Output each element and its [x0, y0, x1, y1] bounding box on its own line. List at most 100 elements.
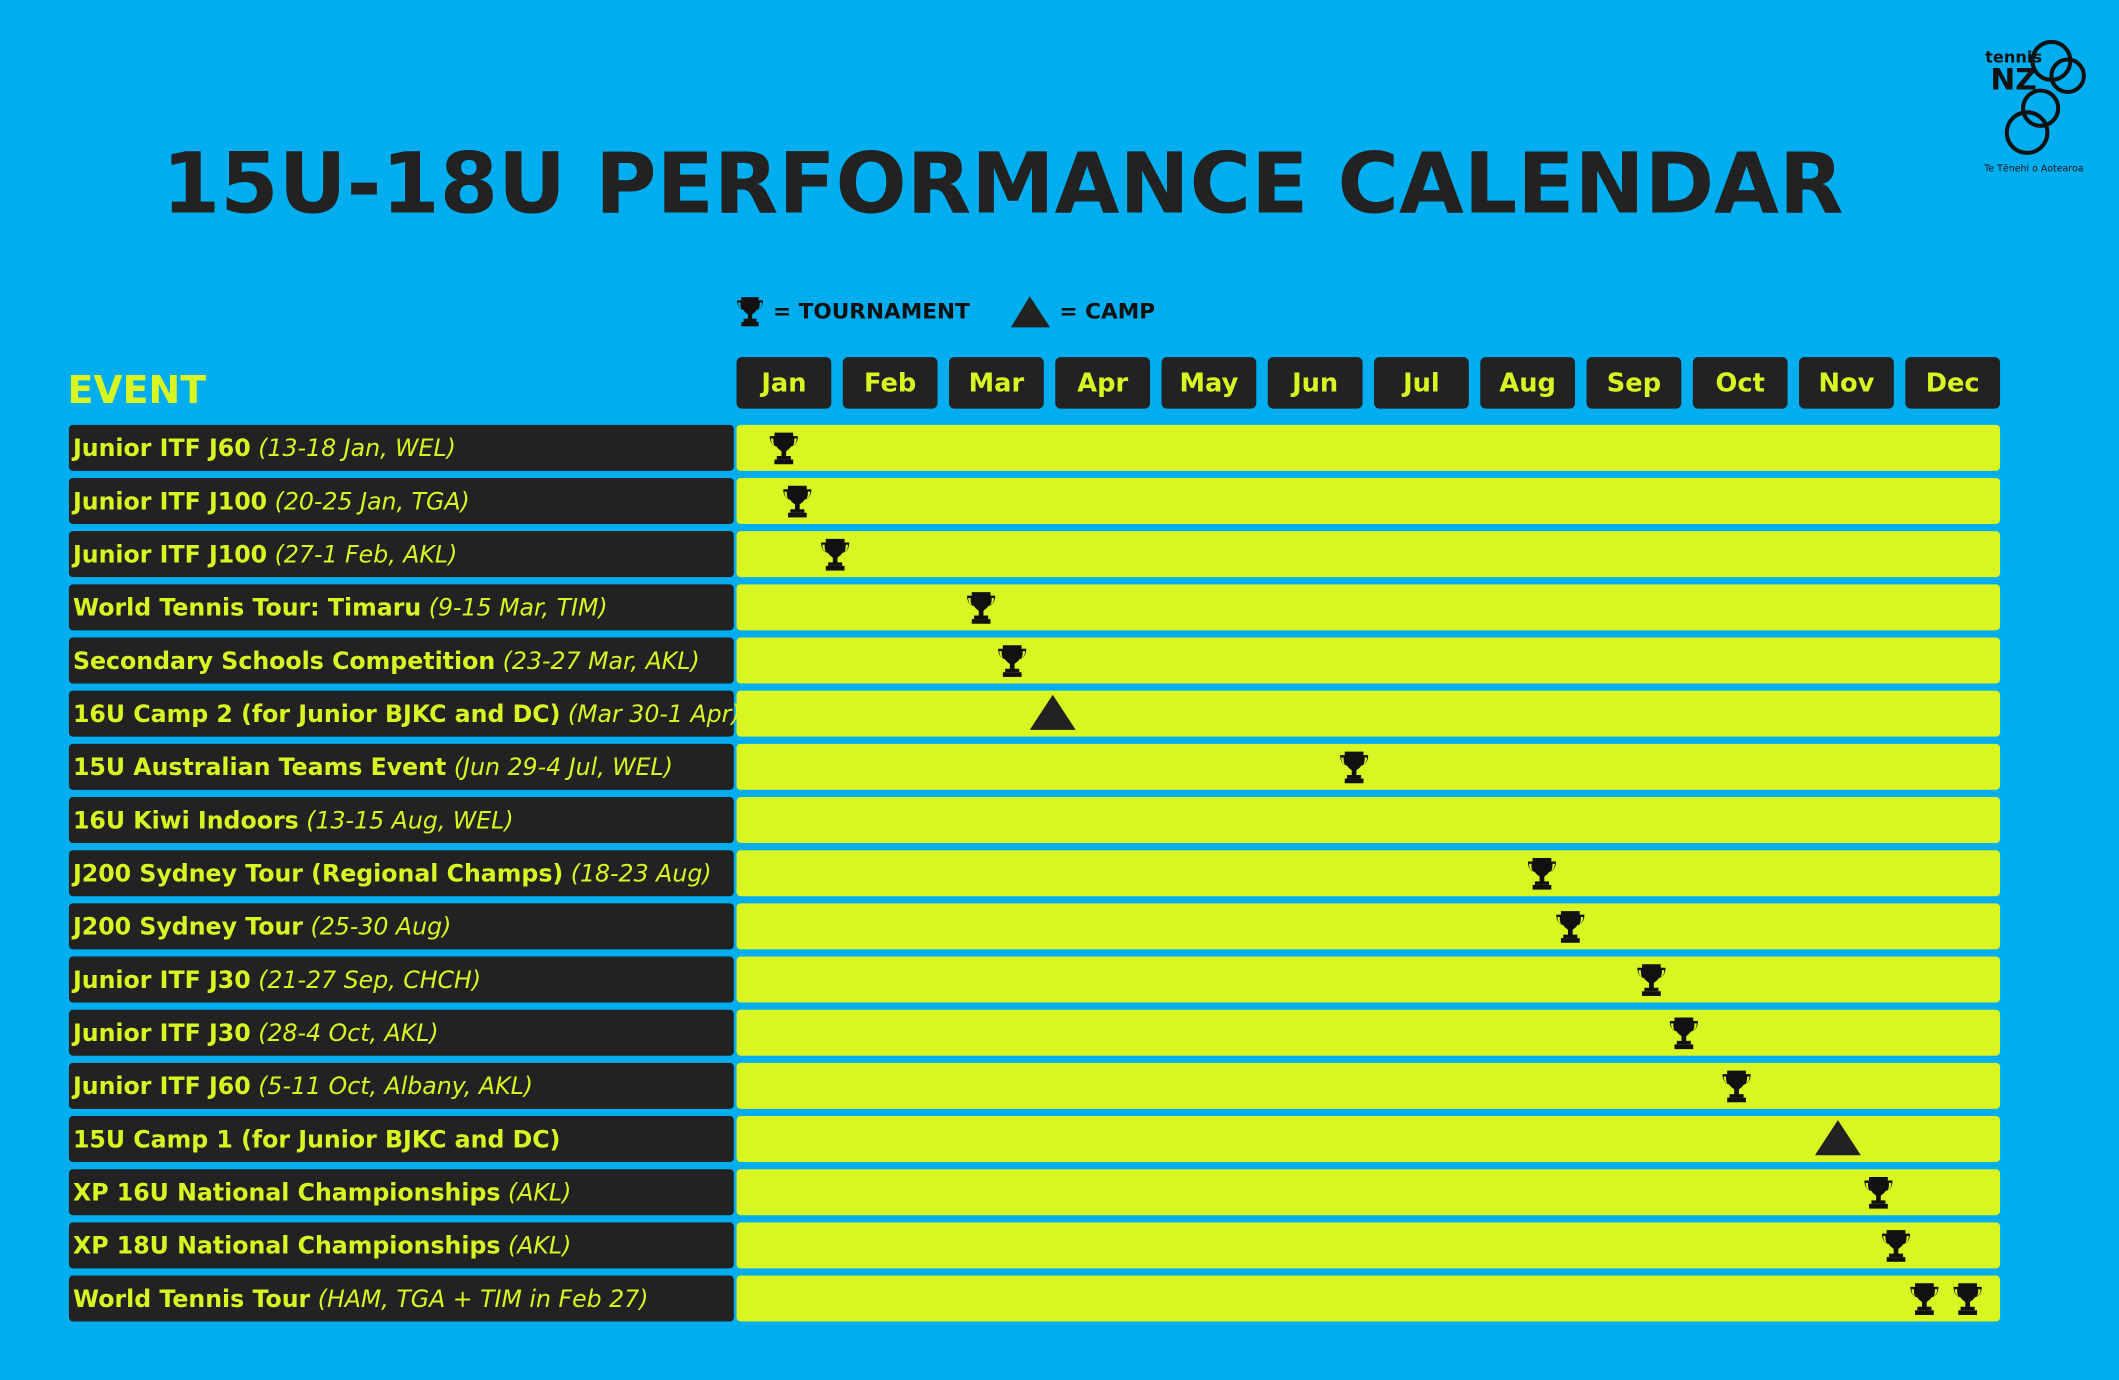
logo-brand: tennis: [1985, 48, 2042, 67]
timeline-bar: [736, 903, 2001, 950]
event-box: [68, 1275, 734, 1322]
timeline-bar: [736, 690, 2001, 737]
timeline-bar: [736, 956, 2001, 1003]
month-label: Mar: [969, 369, 1025, 399]
event-detail: (9-15 Mar, TIM): [429, 593, 608, 621]
event-box: [68, 477, 734, 524]
event-box: [68, 956, 734, 1003]
event-box: [68, 797, 734, 844]
month-box: [1480, 357, 1576, 409]
event-label: XP 18U National Championships (AKL): [73, 1231, 571, 1259]
legend-triangle: [1010, 296, 1051, 328]
month-box: [949, 357, 1044, 409]
event-label: J200 Sydney Tour (Regional Champs) (18-2…: [71, 859, 712, 887]
event-name: 16U Camp 2 (for Junior BJKC and DC): [73, 700, 560, 728]
event-name: World Tennis Tour: Timaru: [73, 593, 421, 621]
logo: tennis NZ Te Tēnehi o Aotearoa: [1983, 39, 2086, 175]
event-label: 15U Australian Teams Event (Jun 29-4 Jul…: [73, 753, 673, 781]
event-detail: (21-27 Sep, CHCH): [258, 965, 481, 993]
event-detail: (18-23 Aug): [571, 859, 712, 887]
event-box: [68, 690, 734, 737]
camp-icon: [1814, 1120, 1861, 1156]
event-box: [68, 1169, 734, 1216]
event-name: Junior ITF J60: [71, 434, 251, 462]
timeline-bar: [736, 584, 2001, 631]
timeline-bar: [736, 531, 2001, 578]
logo-tagline: Te Tēnehi o Aotearoa: [1983, 164, 2083, 175]
event-box: [68, 850, 734, 897]
event-name: 15U Camp 1 (for Junior BJKC and DC): [73, 1125, 560, 1153]
timeline-bar: [736, 477, 2001, 524]
event-label: Junior ITF J60 (13-18 Jan, WEL): [71, 434, 456, 462]
event-box: [68, 637, 734, 684]
timeline-bar: [736, 1275, 2001, 1322]
event-name: World Tennis Tour: [73, 1284, 311, 1312]
title: 15U-18U PERFORMANCE CALENDAR: [162, 134, 1843, 232]
event-label: 15U Camp 1 (for Junior BJKC and DC): [73, 1125, 560, 1153]
event-name: J200 Sydney Tour: [71, 912, 303, 940]
logo-mark: NZ: [1990, 63, 2036, 98]
month-box: [1267, 357, 1363, 409]
event-name: 16U Kiwi Indoors: [73, 806, 299, 834]
grid: Jan Feb Mar Apr May Jun Jul Aug Sep Oct Nov Dec Juni…: [68, 357, 2001, 1322]
timeline-bar: [736, 1062, 2001, 1109]
event-label: Junior ITF J100 (20-25 Jan, TGA): [71, 487, 470, 515]
event-detail: (13-18 Jan, WEL): [258, 434, 456, 462]
month-label: May: [1180, 369, 1239, 399]
event-detail: (20-25 Jan, TGA): [275, 487, 470, 515]
month-box: [1692, 357, 1788, 409]
event-name: Junior ITF J100: [71, 487, 267, 515]
event-label: Junior ITF J30 (21-27 Sep, CHCH): [71, 965, 481, 993]
event-label: Secondary Schools Competition (23-27 Mar…: [73, 646, 700, 674]
timeline-bar: [736, 1222, 2001, 1269]
month-box: [1905, 357, 2001, 409]
event-name: J200 Sydney Tour (Regional Champs): [71, 859, 563, 887]
event-box: [68, 1116, 734, 1163]
event-label: 16U Camp 2 (for Junior BJKC and DC) (Mar…: [73, 700, 741, 728]
event-label: 16U Kiwi Indoors (13-15 Aug, WEL): [73, 806, 514, 834]
month-label: Aug: [1499, 369, 1556, 399]
month-label: Apr: [1077, 369, 1128, 399]
event-box: [68, 903, 734, 950]
timeline-bar: [736, 1009, 2001, 1056]
event-box: [68, 584, 734, 631]
event-detail: (28-4 Oct, AKL): [258, 1019, 438, 1047]
event-detail: (13-15 Aug, WEL): [306, 806, 513, 834]
event-name: XP 16U National Championships: [73, 1178, 501, 1206]
event-name: Junior ITF J30: [71, 1019, 251, 1047]
event-detail: (HAM, TGA + TIM in Feb 27): [318, 1284, 649, 1312]
month-box: [1799, 357, 1894, 409]
event-name: XP 18U National Championships: [73, 1231, 501, 1259]
event-label: Junior ITF J60 (5-11 Oct, Albany, AKL): [71, 1072, 533, 1100]
month-box: [1161, 357, 1257, 409]
month-box: [1374, 357, 1469, 409]
event-box: [68, 743, 734, 790]
event-detail: (23-27 Mar, AKL): [503, 646, 700, 674]
month-label: Sep: [1607, 369, 1661, 399]
event-name: 15U Australian Teams Event: [73, 753, 446, 781]
event-label: XP 16U National Championships (AKL): [73, 1178, 571, 1206]
timeline-bar: [736, 1169, 2001, 1216]
event-detail: (Jun 29-4 Jul, WEL): [454, 753, 673, 781]
event-name: Junior ITF J60: [71, 1072, 251, 1100]
event-detail: (AKL): [508, 1178, 571, 1206]
event-detail: (Mar 30-1 Apr): [568, 700, 741, 728]
legend-camp: = CAMP: [1060, 300, 1156, 325]
month-label: Jan: [759, 369, 806, 399]
event-detail: (5-11 Oct, Albany, AKL): [258, 1072, 533, 1100]
event-detail: (AKL): [508, 1231, 571, 1259]
event-label: Junior ITF J30 (28-4 Oct, AKL): [71, 1019, 439, 1047]
event-header: EVENT: [68, 368, 207, 412]
event-box: [68, 1009, 734, 1056]
month-label: Feb: [864, 369, 916, 399]
timeline-bar: [736, 424, 2001, 471]
month-label: Jul: [1401, 369, 1440, 399]
event-label: World Tennis Tour: Timaru (9-15 Mar, TIM…: [73, 593, 608, 621]
camp-icon: [1029, 694, 1076, 730]
event-box: [68, 424, 734, 471]
legend-tournament: = TOURNAMENT: [773, 300, 970, 325]
event-detail: (25-30 Aug): [310, 912, 451, 940]
event-box: [68, 1222, 734, 1269]
